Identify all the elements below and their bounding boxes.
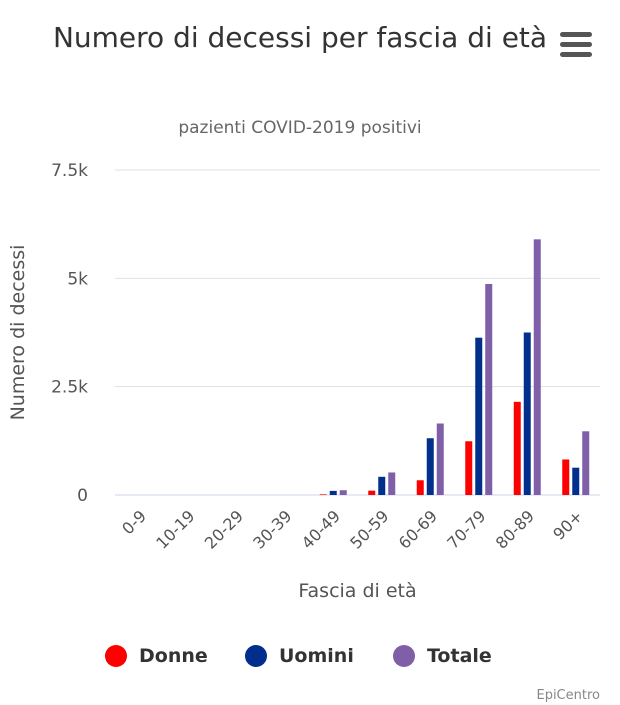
x-tick-label: 20-29	[201, 506, 247, 552]
bar-uomini-90+	[572, 467, 580, 495]
bar-totale-50-59	[388, 472, 396, 495]
chart-title: Numero di decessi per fascia di età	[52, 21, 548, 54]
bar-donne-50-59	[368, 490, 376, 495]
x-tick-label: 30-39	[249, 506, 295, 552]
y-tick-label: 7.5k	[51, 161, 88, 181]
bar-donne-90+	[562, 459, 570, 495]
x-tick-label: 80-89	[492, 506, 538, 552]
bar-chart: 0 2.5k 5k 7.5k Numero di decessi 0-9 10-19 20-2…	[7, 161, 600, 602]
legend-marker	[105, 645, 127, 667]
y-tick-label: 0	[77, 486, 88, 506]
bar-uomini-60-69	[426, 438, 434, 495]
x-tick-label: 0-9	[118, 506, 150, 538]
credit-link[interactable]: EpiCentro	[536, 688, 600, 703]
legend: Donne Uomini Totale	[0, 640, 620, 676]
bar-totale-80-89	[533, 239, 541, 495]
bar-donne-80-89	[513, 401, 521, 495]
legend-label: Totale	[427, 645, 492, 667]
bar-totale-40-49	[339, 490, 347, 495]
bar-uomini-50-59	[378, 476, 386, 495]
bar-uomini-70-79	[475, 337, 483, 495]
legend-item-totale[interactable]: Totale	[393, 640, 492, 672]
legend-label: Uomini	[279, 645, 354, 667]
legend-marker	[245, 645, 267, 667]
bar-donne-60-69	[416, 480, 424, 495]
bar-uomini-40-49	[329, 490, 337, 495]
y-tick-label: 2.5k	[51, 378, 88, 398]
bar-totale-60-69	[436, 423, 444, 495]
x-tick-label: 40-49	[298, 506, 344, 552]
bar-totale-70-79	[485, 283, 493, 495]
bar-donne-40-49	[319, 494, 327, 495]
y-tick-label: 5k	[67, 269, 88, 289]
legend-item-donne[interactable]: Donne	[105, 640, 208, 672]
bar-totale-90+	[582, 431, 590, 495]
x-tick-label: 60-69	[395, 506, 441, 552]
legend-label: Donne	[139, 645, 208, 667]
legend-marker	[393, 645, 415, 667]
x-tick-label: 50-59	[346, 506, 392, 552]
bar-uomini-80-89	[523, 332, 531, 495]
y-axis-label: Numero di decessi	[7, 245, 29, 421]
legend-item-uomini[interactable]: Uomini	[245, 640, 354, 672]
bar-donne-70-79	[465, 441, 473, 495]
x-tick-label: 70-79	[443, 506, 489, 552]
x-tick-label: 90+	[549, 506, 586, 543]
x-axis-label: Fascia di età	[298, 580, 416, 602]
x-tick-label: 10-19	[152, 506, 198, 552]
hamburger-menu-icon[interactable]	[560, 32, 592, 60]
chart-subtitle: pazienti COVID-2019 positivi	[178, 118, 422, 138]
